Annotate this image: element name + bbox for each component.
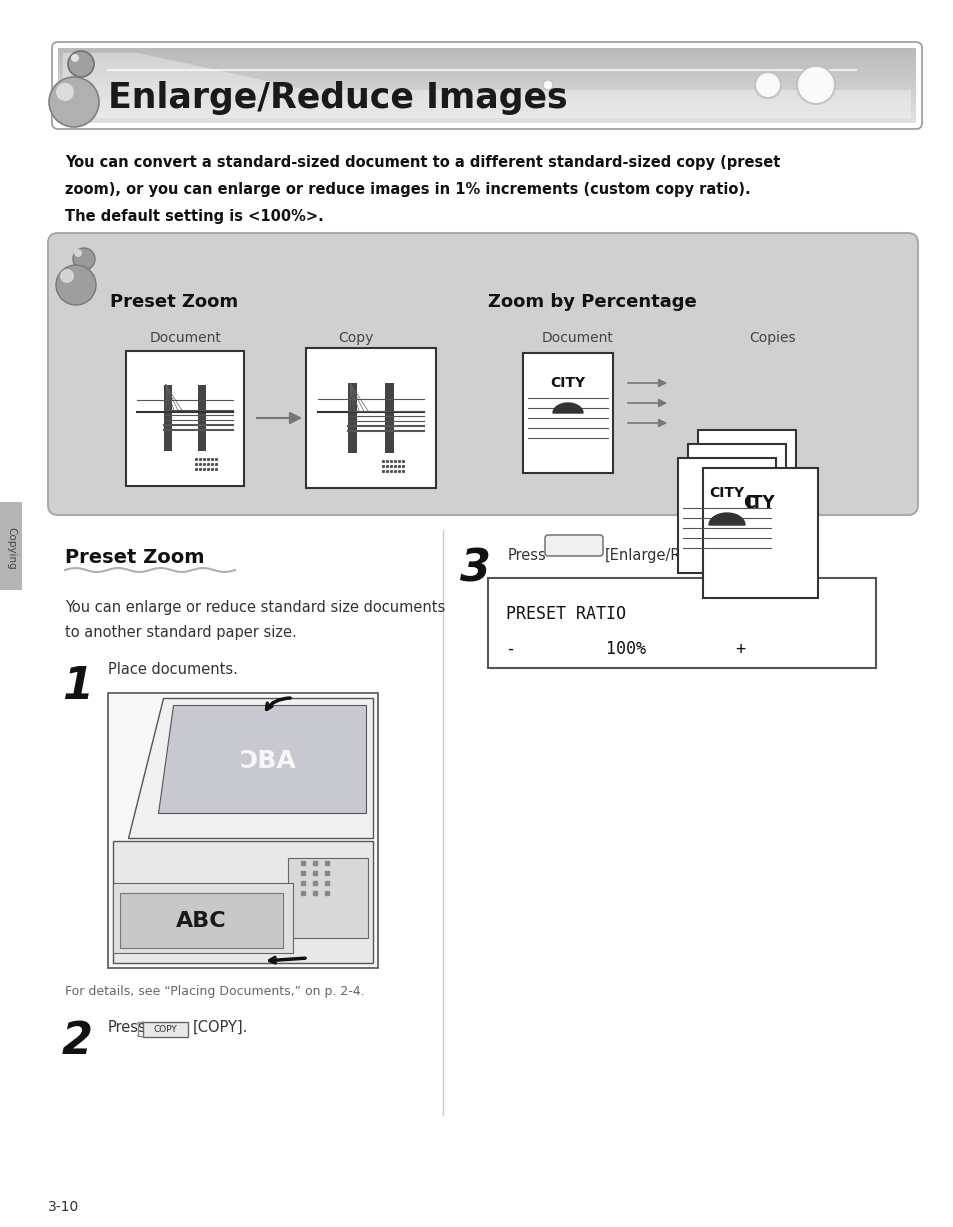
Text: 3-10: 3-10 [48,1200,79,1214]
FancyBboxPatch shape [58,70,915,75]
Text: Place documents.: Place documents. [108,663,237,677]
FancyBboxPatch shape [58,86,915,90]
Bar [347,383,356,453]
Text: PRESET RATIO: PRESET RATIO [505,605,625,623]
Polygon shape [143,1022,188,1037]
Polygon shape [708,513,744,525]
Circle shape [754,72,781,98]
Bar [0,502,22,590]
Polygon shape [63,53,910,118]
FancyBboxPatch shape [702,467,817,598]
Text: -         100%         +: - 100% + [505,640,745,658]
Text: ƆBA: ƆBA [239,748,296,773]
Text: to another standard paper size.: to another standard paper size. [65,625,296,640]
Text: Preset Zoom: Preset Zoom [65,548,204,567]
FancyBboxPatch shape [522,353,613,472]
FancyBboxPatch shape [58,108,915,112]
Text: 2: 2 [62,1020,92,1063]
Text: Preset Zoom: Preset Zoom [110,293,238,310]
Text: ABC: ABC [175,910,226,931]
FancyBboxPatch shape [678,458,775,573]
Polygon shape [553,402,582,413]
FancyBboxPatch shape [58,79,915,82]
FancyBboxPatch shape [687,444,785,560]
Text: The default setting is <100%>.: The default setting is <100%>. [65,209,323,225]
Polygon shape [120,893,283,948]
FancyBboxPatch shape [58,93,915,97]
Circle shape [71,54,79,63]
FancyBboxPatch shape [58,59,915,63]
FancyBboxPatch shape [58,48,915,52]
Circle shape [56,83,74,101]
Circle shape [56,265,96,306]
Circle shape [542,80,553,90]
Text: COPY: COPY [153,1026,176,1034]
FancyBboxPatch shape [58,55,915,59]
FancyBboxPatch shape [698,429,795,545]
FancyBboxPatch shape [58,75,915,79]
Text: For details, see “Placing Documents,” on p. 2-4.: For details, see “Placing Documents,” on… [65,985,364,998]
Circle shape [49,77,99,128]
Text: Press: Press [507,548,546,563]
Text: C: C [742,494,755,512]
Text: 1: 1 [62,665,92,708]
Polygon shape [128,698,373,838]
Text: [Enlarge/Reduce].: [Enlarge/Reduce]. [604,548,735,563]
Circle shape [68,52,94,77]
Text: Copy: Copy [338,331,374,345]
Bar [197,384,206,452]
Text: You can convert a standard-sized document to a different standard-sized copy (pr: You can convert a standard-sized documen… [65,155,780,171]
Text: [COPY].: [COPY]. [193,1020,248,1036]
Bar [288,858,368,937]
Circle shape [796,66,834,104]
FancyBboxPatch shape [48,233,917,515]
Text: Document: Document [150,331,222,345]
Text: Zoom by Percentage: Zoom by Percentage [488,293,696,310]
Bar [385,383,394,453]
Bar [164,384,172,452]
Text: CITY: CITY [709,486,743,499]
Text: 3: 3 [459,548,491,591]
FancyBboxPatch shape [58,104,915,108]
FancyBboxPatch shape [58,90,915,93]
FancyBboxPatch shape [58,97,915,101]
Text: zoom), or you can enlarge or reduce images in 1% increments (custom copy ratio).: zoom), or you can enlarge or reduce imag… [65,182,750,198]
Text: Document: Document [541,331,614,345]
FancyBboxPatch shape [58,63,915,66]
Text: Copies: Copies [749,331,796,345]
FancyBboxPatch shape [306,348,436,488]
Circle shape [60,269,74,283]
FancyBboxPatch shape [58,101,915,104]
Polygon shape [112,840,373,963]
Polygon shape [112,883,293,953]
Text: You can enlarge or reduce standard size documents: You can enlarge or reduce standard size … [65,600,445,615]
Text: Copying: Copying [6,526,16,569]
FancyBboxPatch shape [58,66,915,70]
FancyBboxPatch shape [544,535,602,556]
Bar [108,693,377,968]
Circle shape [73,248,95,270]
FancyBboxPatch shape [126,351,244,486]
Text: ITY: ITY [744,494,774,512]
Text: Press: Press [108,1020,147,1036]
Circle shape [74,249,82,256]
FancyBboxPatch shape [58,119,915,123]
Text: CITY: CITY [550,375,585,390]
Bar [488,578,875,667]
FancyBboxPatch shape [58,52,915,55]
Polygon shape [158,706,366,814]
Text: Enlarge/Reduce Images: Enlarge/Reduce Images [108,81,567,115]
FancyBboxPatch shape [58,82,915,86]
FancyBboxPatch shape [58,112,915,115]
FancyBboxPatch shape [58,115,915,119]
